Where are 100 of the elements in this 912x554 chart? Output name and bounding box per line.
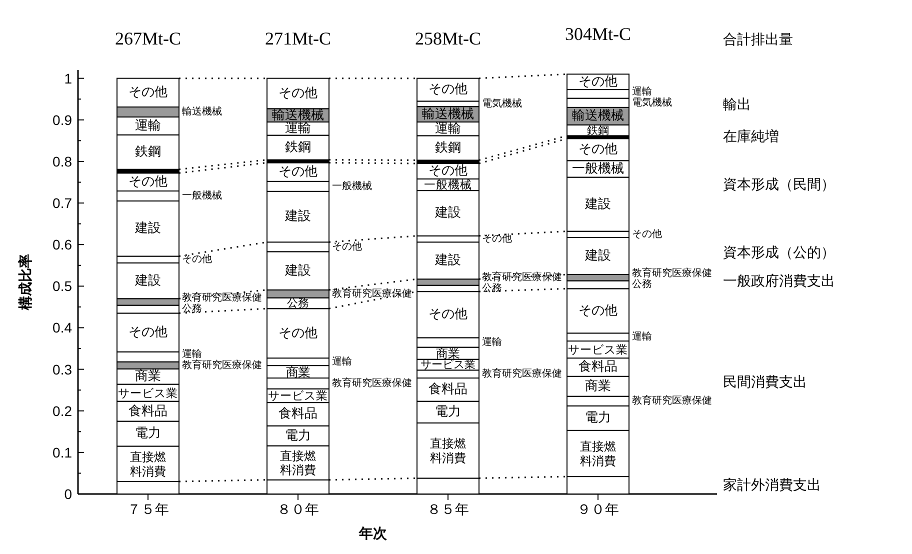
text: 教育研究医療保健 [332, 288, 412, 300]
series-label: 鉄鋼 [587, 124, 609, 137]
text: 教育研究医療保健 [482, 272, 562, 283]
text: 一般機械 [182, 190, 222, 202]
text: 鉄鋼 [285, 140, 311, 156]
text: その他 [428, 82, 468, 98]
text: 民間消費支出 [723, 374, 807, 391]
text: 運輸 [632, 332, 652, 343]
annotation: 267Mt-C [114, 28, 182, 48]
y-tick-label: 0.2 [52, 402, 72, 419]
x-tick-label: ７５年 [127, 502, 169, 518]
y-tick-label: 0.3 [52, 361, 72, 378]
y-tick-label: 0.6 [52, 236, 72, 253]
text: 電気機械 [632, 97, 672, 108]
text: 建設 [435, 253, 461, 268]
series-label: その他 [128, 325, 168, 340]
series-label: 輸送機械 [422, 106, 474, 122]
text: 商業 [436, 346, 460, 360]
text: その他 [332, 241, 362, 252]
text: その他 [128, 85, 168, 100]
y-tick-label: 0.7 [52, 195, 72, 212]
text: その他 [278, 326, 318, 341]
text: 輸出 [723, 96, 751, 113]
series-label: 教育研究医療保健 [482, 368, 562, 380]
text: その他 [128, 174, 168, 190]
series-label: 運輸 [435, 121, 461, 136]
text: 在庫純増 [723, 128, 779, 146]
series-label: 運輸 [182, 348, 202, 360]
text: その他 [578, 142, 618, 158]
series-label: 教育研究医療保健 [332, 376, 412, 389]
text: 商業 [286, 364, 310, 380]
text: 教育研究医療保健 [632, 268, 712, 280]
text: 電力 [585, 410, 611, 426]
y-tick-label: 0.5 [52, 278, 72, 294]
text: 食料品 [278, 406, 318, 422]
text: その他 [482, 233, 512, 244]
text: 運輸 [332, 356, 352, 368]
text: 家計外消費支出 [723, 477, 821, 494]
annotation: 258Mt-C [414, 28, 482, 48]
text: 鉄鋼 [135, 144, 161, 160]
text: サービス業 [568, 342, 628, 357]
series-label: 教育研究医療保健 [182, 292, 262, 304]
y-tick-label: 0.9 [52, 112, 72, 128]
series-label: 直接燃料消費 [280, 448, 316, 478]
text: 運輸 [135, 118, 161, 134]
text: 食料品 [428, 382, 468, 398]
annotation: 304Mt-C [564, 24, 632, 44]
text: 輸送機械 [272, 108, 324, 123]
text: 資本形成（公的） [723, 244, 835, 261]
x-axis-title: 年次 [358, 526, 388, 542]
annotation: 271Mt-C [264, 28, 332, 48]
text: 鉄鋼 [435, 140, 461, 156]
y-tick-label: 0 [64, 486, 72, 502]
text: 建設 [135, 221, 161, 236]
text: 建設 [285, 263, 311, 278]
text: 一般機械 [332, 180, 372, 192]
text: 輸送機械 [182, 106, 222, 118]
text: 資本形成（民間） [723, 176, 835, 193]
series-label: 商業 [135, 369, 161, 384]
text: 電力 [135, 426, 161, 442]
series-label: 運輸 [632, 85, 652, 98]
x-tick-label: ９０年 [577, 502, 619, 518]
series-label: 電力 [285, 428, 311, 444]
text: 食料品 [128, 404, 168, 419]
series-label: その他 [428, 164, 468, 179]
series-label: サービス業 [268, 388, 328, 403]
series-label: 食料品 [578, 360, 618, 375]
text: 一般機械 [424, 178, 472, 192]
series-label: 建設 [134, 273, 161, 288]
text: 建設 [285, 209, 311, 224]
series-label: その他 [182, 253, 212, 266]
text: 直接燃料消費 [430, 436, 466, 465]
text: サービス業 [118, 386, 178, 400]
text: その他 [632, 228, 662, 240]
text: 直接燃料消費 [580, 439, 616, 468]
series-label: 教育研究医療保健 [182, 358, 262, 371]
text: 合計排出量 [723, 32, 793, 48]
series-label: 商業 [585, 378, 611, 394]
text: サービス業 [420, 358, 476, 372]
x-tick-label: ８５年 [427, 502, 469, 518]
text: 輸送機械 [572, 108, 624, 124]
series-label: 電気機械 [482, 97, 522, 110]
text: 直接燃料消費 [130, 450, 166, 478]
text: 運輸 [482, 336, 502, 348]
text: 建設 [585, 196, 611, 212]
text: 公務 [182, 304, 202, 315]
series-label: 教育研究医療保健 [632, 394, 712, 407]
y-tick-label: 0.8 [52, 153, 72, 170]
series-label: 公務 [287, 296, 309, 310]
text: その他 [278, 164, 318, 180]
text: 一般政府消費支出 [723, 274, 835, 290]
text: 公務 [482, 282, 502, 294]
y-tick-label: 0.4 [52, 320, 72, 336]
text: 電力 [435, 404, 461, 420]
y-axis-title: 構成比率 [17, 254, 34, 311]
text: その他 [578, 303, 618, 318]
y-tick-label: 1 [64, 70, 72, 86]
text: 公務 [632, 279, 652, 290]
text: その他 [278, 86, 318, 101]
x-tick-label: ８０年 [277, 502, 319, 518]
